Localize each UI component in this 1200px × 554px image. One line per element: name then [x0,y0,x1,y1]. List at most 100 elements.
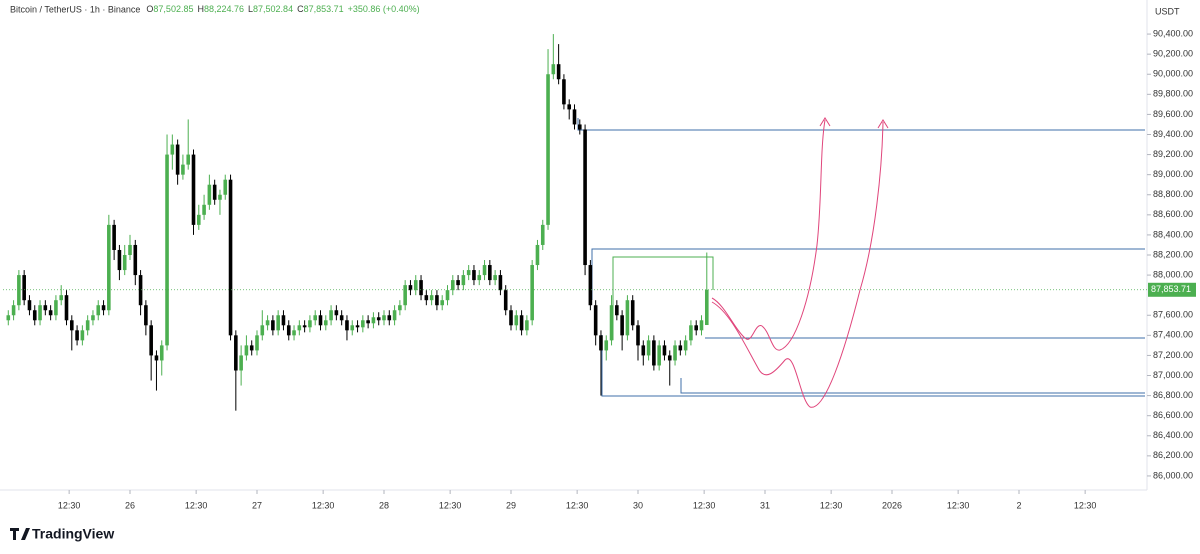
y-tick-label: 89,000.00 [1153,169,1193,179]
x-tick-label: 12:30 [439,500,462,510]
chart-title: Bitcoin / TetherUS · 1h · Binance [10,4,140,14]
candle-body [382,315,386,321]
readout-value: 87,502.85 [153,4,193,14]
candle-body [212,184,217,200]
candle-body [403,285,407,306]
readout-value: 88,224.76 [204,4,244,14]
x-tick-label: 12:30 [693,500,716,510]
level-line [577,118,1145,131]
candle-body [440,300,445,306]
candle-body [599,335,603,351]
candle-body [667,355,672,361]
candle-body [32,310,37,321]
candle-body [80,330,85,341]
readout-label: H [197,4,204,14]
readout-label: C [297,4,304,14]
candle-body [218,194,222,200]
x-tick-label: 12:30 [185,500,208,510]
candle-body [361,320,365,328]
readout-label: O [146,4,153,14]
candle-body [546,74,550,225]
candle-body [636,325,640,346]
candle-body [54,300,58,316]
ohlc-readout: O87,502.85 H88,224.76 L87,502.84 C87,853.71… [146,4,419,14]
readout-change: +350.86 (+0.40%) [348,4,420,14]
candle-body [551,64,556,75]
candle-body [202,204,206,215]
candle-body [429,295,434,301]
candle-body [556,64,561,80]
candle-body [133,244,138,276]
candle-body [85,320,90,331]
candle-body [689,325,693,341]
candle-body [265,320,270,326]
y-tick-label: 86,800.00 [1153,390,1193,400]
candle-body [450,280,455,291]
candle-body [11,305,16,316]
y-tick-label: 86,200.00 [1153,450,1193,460]
candle-body [64,295,69,321]
candle-body [154,355,159,361]
y-tick-label: 90,200.00 [1153,49,1193,59]
candle-body [223,179,228,195]
candle-body [144,305,148,326]
candle-body [583,129,587,266]
candle-body [535,244,540,266]
candle-body [244,345,249,356]
candle-body [75,330,79,341]
brand: TradingView [32,526,114,542]
candle-body [96,305,101,316]
candle-body [472,270,476,281]
candle-body [609,305,614,341]
x-tick-label: 26 [125,500,135,510]
candle-body [493,275,497,281]
candle-body [355,325,360,328]
currency-label: USDT [1155,6,1180,16]
projection-arrow [711,117,831,351]
candle-body [69,320,74,331]
readout-label: L [248,4,253,14]
candle-body [191,154,196,225]
candle-body [59,295,64,301]
candle-body [38,305,42,321]
y-tick-label: 89,200.00 [1153,149,1193,159]
candle-body [276,315,280,331]
candle-body [620,315,624,336]
candle-body [318,315,323,326]
candle-body [604,340,609,351]
x-tick-label: 28 [379,500,389,510]
candle-body [107,224,111,311]
candle-body [699,320,704,331]
candle-body [509,310,513,326]
candle-body [138,275,143,306]
candle-body [228,179,233,336]
candle-body [530,265,534,321]
candle-body [249,345,254,351]
y-tick-label: 86,600.00 [1153,410,1193,420]
y-tick-label: 87,400.00 [1153,330,1193,340]
y-tick-label: 87,200.00 [1153,350,1193,360]
logo-icon [10,528,30,540]
candle-body [196,214,201,225]
candle-body [334,310,339,316]
candle-body [376,317,381,321]
candle-body [339,315,344,321]
candle-body [345,320,349,331]
candle-body [435,295,439,306]
y-tick-label: 89,400.00 [1153,129,1193,139]
candle-body [456,280,460,286]
y-tick-label: 88,600.00 [1153,209,1193,219]
candle-body [186,154,191,165]
x-tick-label: 12:30 [58,500,81,510]
candle-body [593,305,598,336]
candle-body [281,315,286,326]
x-tick-label: 12:30 [312,500,335,510]
candle-body [323,320,328,326]
candle-body [350,325,355,331]
x-tick-label: 2 [1016,500,1021,510]
candle-body [122,255,127,271]
candle-body [466,270,471,276]
candle-body [503,290,508,311]
candle-body [514,315,519,326]
candle-body [540,224,545,245]
